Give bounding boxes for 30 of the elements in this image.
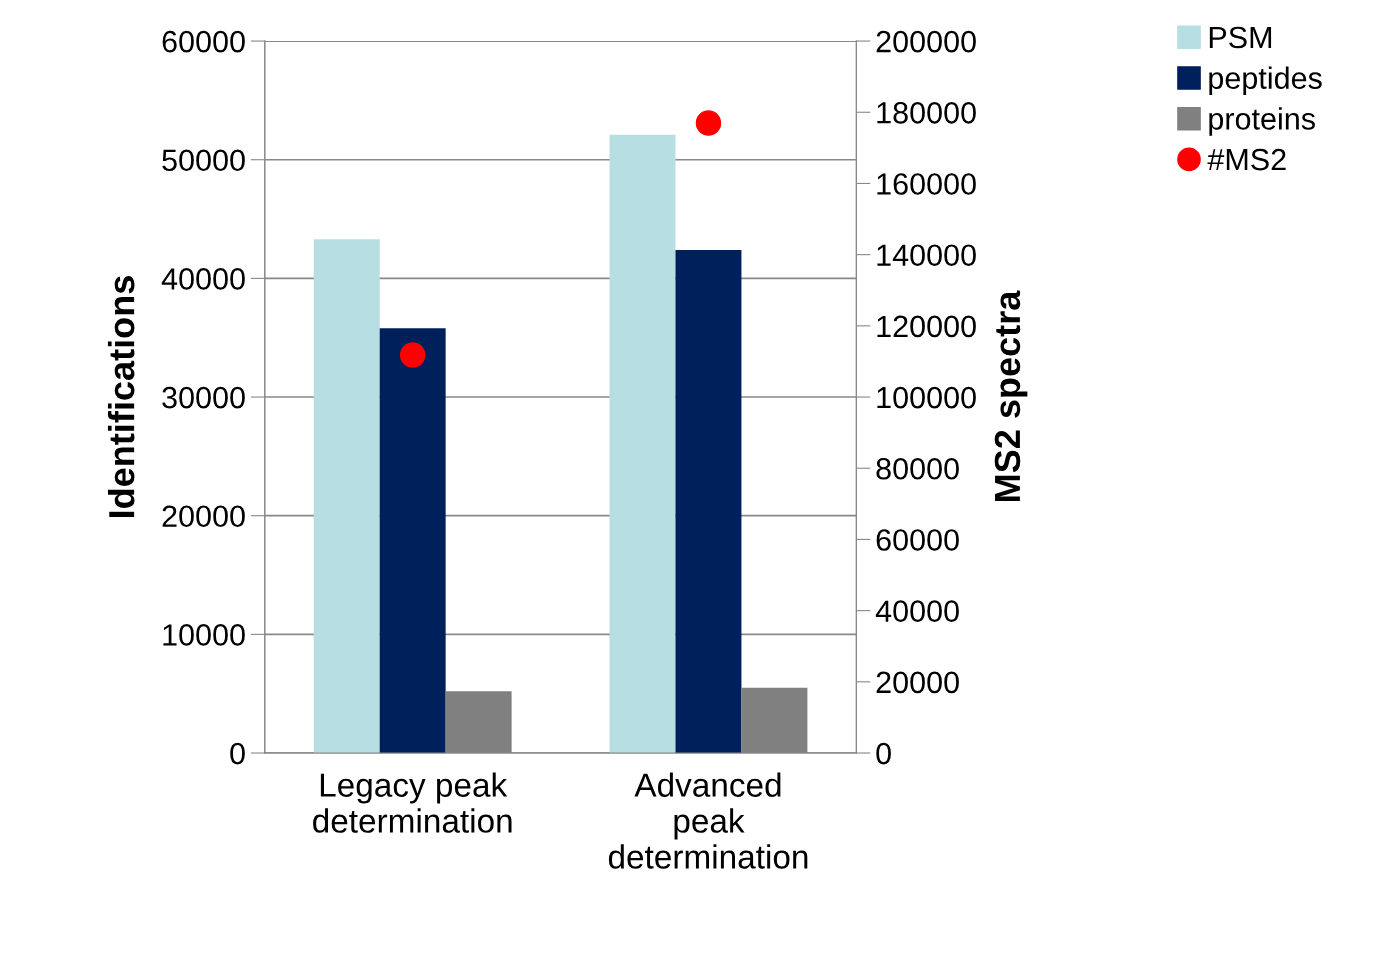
legend-label: proteins (1209, 107, 1315, 136)
x-tick-label: Legacy peak determination (313, 772, 512, 833)
y2-tick-label: 160000 (877, 173, 976, 195)
y2-tick-label: 100000 (877, 386, 976, 409)
legend-label: peptides (1209, 66, 1322, 96)
y-tick-label: 50000 (162, 149, 245, 172)
y2-tick-label: 200000 (876, 30, 976, 53)
y-tick-label: 10000 (163, 624, 245, 646)
y2-tick-label: 60000 (876, 529, 959, 551)
y2-tick-label: 40000 (875, 600, 959, 622)
bar (313, 239, 380, 754)
bar (379, 328, 446, 754)
legend-label: #MS2 (1207, 148, 1286, 171)
y2-tick-label: 140000 (877, 244, 976, 267)
y-tick-label: 60000 (162, 30, 245, 53)
y-tick-label: 20000 (162, 505, 245, 528)
y2-tick-label: 80000 (876, 457, 959, 480)
bar (609, 134, 676, 754)
y2-axis-title: MS2 spectra (994, 290, 1028, 501)
legend-label: PSM (1209, 26, 1272, 49)
y-tick-label: 0 (230, 742, 245, 765)
y-tick-label: 30000 (162, 386, 245, 409)
y2-tick-label: 180000 (877, 102, 976, 124)
y-axis-title: Identifications (107, 276, 135, 517)
y-tick-label: 40000 (161, 268, 245, 290)
bar (675, 249, 742, 754)
y2-tick-label: 0 (876, 742, 891, 765)
x-tick-label: Advanced peak determination (608, 772, 808, 869)
y2-tick-label: 20000 (876, 671, 959, 694)
y2-tick-label: 120000 (877, 315, 976, 338)
